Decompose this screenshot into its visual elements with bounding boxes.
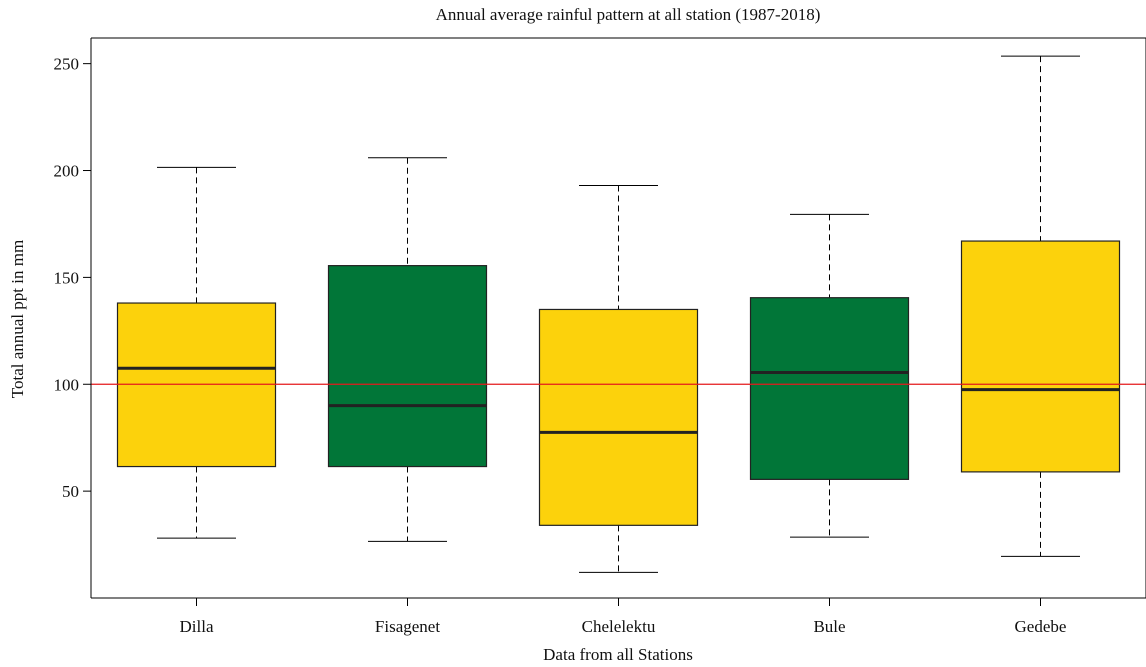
- y-axis-ticks: 50 100 150 200 250: [54, 55, 91, 501]
- y-tick-label: 100: [54, 375, 80, 394]
- y-tick-label: 200: [54, 162, 80, 181]
- box-iqr: [327, 265, 488, 468]
- chart-title: Annual average rainful pattern at all st…: [436, 5, 821, 24]
- y-axis-title: Total annual ppt in mm: [8, 240, 27, 398]
- box-group-dilla: [116, 166, 277, 539]
- x-tick-label: Bule: [813, 617, 845, 636]
- y-tick-label: 50: [62, 482, 79, 501]
- box-iqr: [960, 240, 1121, 473]
- x-tick-label: Dilla: [180, 617, 214, 636]
- x-axis-ticks: Dilla Fisagenet Chelelektu Bule Gedebe: [180, 598, 1067, 636]
- x-tick-label: Gedebe: [1015, 617, 1067, 636]
- box-iqr: [749, 297, 910, 480]
- y-tick-label: 250: [54, 55, 80, 74]
- box-group-gedebe: [960, 55, 1121, 557]
- x-axis-title: Data from all Stations: [543, 645, 693, 664]
- box-group-fisagenet: [327, 157, 488, 542]
- x-tick-label: Fisagenet: [375, 617, 440, 636]
- box-iqr: [538, 308, 699, 526]
- y-tick-label: 150: [54, 268, 80, 287]
- x-tick-label: Chelelektu: [582, 617, 656, 636]
- box-group-bule: [749, 213, 910, 538]
- plot-area: [91, 55, 1146, 573]
- box-group-chelelektu: [538, 184, 699, 573]
